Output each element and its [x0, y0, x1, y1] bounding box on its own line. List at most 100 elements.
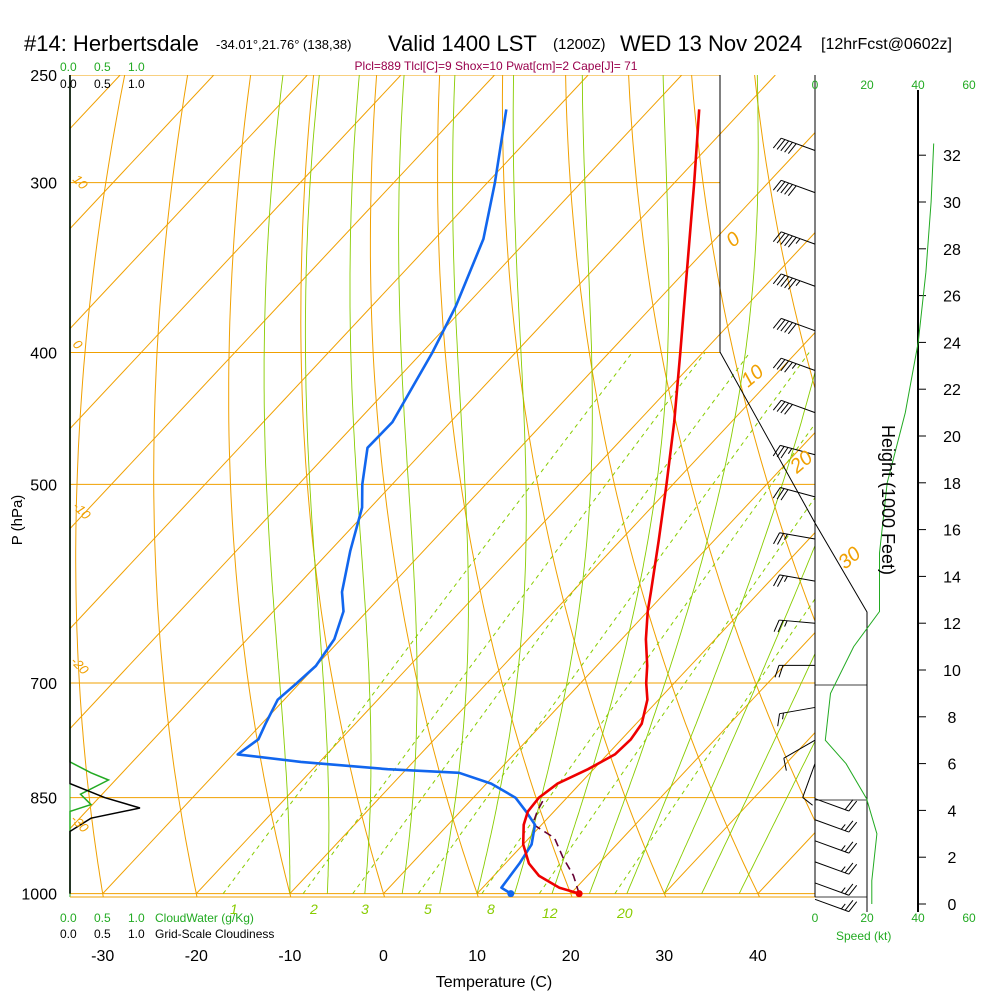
pressure-tick-850: 850: [30, 791, 57, 808]
wind-barb-flag: [784, 404, 793, 415]
wind-barb-flag: [773, 619, 780, 632]
cloud-scale-top-black-2: 1.0: [128, 77, 145, 91]
wind-barb-flag: [776, 401, 786, 412]
wind-barb-flag: [784, 184, 793, 195]
wind-barb-flag: [772, 180, 782, 191]
sounding-curves: [69, 75, 701, 898]
mixing-ratio-line-1: [222, 352, 633, 894]
pressure-tick-1000: 1000: [21, 887, 57, 904]
surface-temperature-point: [575, 890, 583, 898]
temperature-tick-20: 20: [562, 948, 580, 965]
wind-barb-staff: [814, 819, 849, 833]
moist-adiabat-line: [398, 75, 418, 894]
wind-barb-flag: [772, 137, 782, 149]
height-tick-8: 8: [948, 710, 957, 727]
wind-barb-flag: [772, 273, 782, 285]
mixing-ratio-line-20: [614, 598, 815, 894]
height-tick-0: 0: [948, 897, 957, 914]
station-title: #14: Herbertsdale: [24, 31, 199, 56]
wind-barb-staff: [814, 798, 849, 812]
speed-top-20: 20: [860, 78, 874, 92]
wind-barb-flag: [787, 279, 797, 290]
wind-barb-flag: [784, 322, 793, 333]
wind-barb-half: [787, 448, 793, 455]
dry-adiabat-line: [628, 75, 815, 823]
temperature-tick-0: 0: [379, 948, 388, 965]
dry-adiabat-label-m10: -10: [70, 499, 94, 523]
moist-adiabat-line: [701, 652, 815, 894]
wind-barb-flag: [787, 323, 797, 335]
isotherm-line: [102, 131, 815, 894]
isotherm-line: [70, 75, 308, 330]
wind-barb-flag: [848, 842, 858, 854]
height-axis-title: Height (1000 Feet): [878, 425, 898, 575]
wind-barb-flag: [780, 447, 789, 459]
temperature-line: [521, 109, 701, 895]
cloud-scale-top-green-2: 1.0: [128, 60, 145, 74]
wind-barb: [783, 739, 816, 771]
wind-barb-flag: [780, 140, 790, 152]
wind-barb-flag: [776, 319, 786, 330]
wind-barb-flag: [777, 713, 781, 727]
wind-barb: [772, 357, 816, 373]
wind-barb-flag: [784, 277, 793, 289]
pressure-tick-300: 300: [30, 176, 57, 193]
cloud-scale-bottom-green-1: 0.5: [94, 911, 111, 925]
wind-barb-half: [840, 887, 846, 893]
wind-barb-flag: [772, 487, 781, 499]
isotherm-line: [70, 75, 215, 230]
dry-adiabat-line: [75, 75, 126, 897]
wind-barb: [814, 861, 858, 875]
wind-barb-flag: [848, 863, 858, 875]
mixing-ratio-line-3: [352, 352, 751, 894]
pressure-tick-500: 500: [30, 477, 57, 494]
wind-barb-flag: [787, 143, 797, 154]
wind-barb: [773, 532, 816, 545]
cloudiness-label: Grid-Scale Cloudiness: [155, 927, 274, 941]
dry-adiabat-label-10: 10: [70, 172, 91, 193]
wind-barb: [772, 231, 816, 248]
cloud-scale-bottom: 0.0 0.5 1.0 0.0 0.5 1.0: [60, 911, 145, 941]
background-grid: [69, 75, 816, 898]
moist-adiabat-line: [738, 740, 815, 894]
wind-barb: [814, 819, 858, 833]
mixing-ratio-label-20: 20: [616, 905, 633, 921]
wind-barb-flag: [780, 182, 790, 194]
wind-barb-staff: [781, 179, 816, 194]
wind-barb-half: [795, 238, 801, 244]
valid-time: Valid 1400 LST: [388, 31, 537, 56]
wind-barb-staff: [779, 532, 816, 540]
temperature-tick--30: -30: [91, 948, 114, 965]
cloud-water-line: [69, 75, 111, 894]
height-tick-14: 14: [943, 569, 961, 586]
height-tick-24: 24: [943, 335, 961, 352]
wind-barb-flag: [776, 446, 785, 458]
moist-adiabat-line: [663, 544, 815, 894]
cloud-scale-top-black-1: 0.5: [94, 77, 111, 91]
dry-adiabat-line: [300, 75, 386, 897]
wind-barb: [814, 882, 858, 896]
wind-barb-staff: [781, 317, 816, 332]
temperature-tick--10: -10: [278, 948, 301, 965]
wind-barb-staff: [783, 739, 816, 759]
wind-barb-flag: [844, 799, 854, 810]
isotherm-line: [663, 731, 815, 894]
speed-bottom-0: 0: [812, 911, 819, 925]
wind-barb-half: [784, 620, 788, 627]
dry-adiabat-line: [754, 75, 815, 391]
height-tick-16: 16: [943, 523, 961, 540]
wind-barb-half: [840, 903, 846, 910]
wind-barb: [772, 399, 816, 415]
speed-scale-top: 0 20 40 60: [812, 78, 976, 92]
height-tick-2: 2: [948, 850, 957, 867]
wind-barb: [772, 273, 816, 290]
wind-barb: [773, 619, 816, 633]
wind-barb-flag: [777, 533, 784, 545]
wind-barb-half: [791, 363, 797, 369]
wind-barb-staff: [814, 898, 849, 913]
wind-barb: [814, 898, 858, 913]
wind-barb-flag: [780, 360, 790, 372]
mixing-ratio-labels: 1 2 3 5 8 12 20: [230, 901, 633, 921]
mixing-ratio-label-3: 3: [361, 901, 369, 917]
